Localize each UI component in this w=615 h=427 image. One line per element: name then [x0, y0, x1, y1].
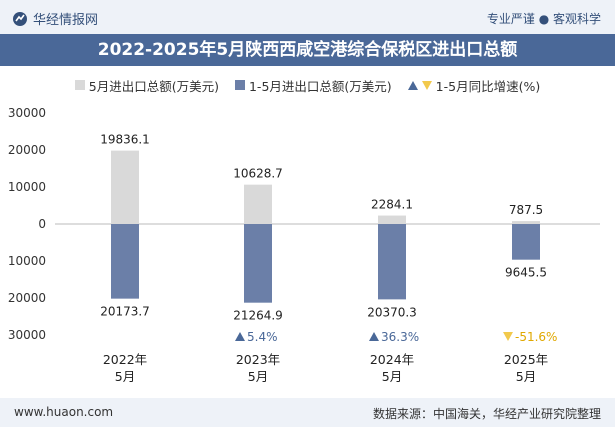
y-tick-label: 20000 — [8, 143, 46, 157]
x-tick-label: 2023年 — [236, 352, 280, 367]
bar-month — [111, 150, 139, 224]
growth-label: 5.4% — [247, 330, 278, 344]
data-label-ytd: 9645.5 — [505, 266, 547, 280]
y-tick-label: 20000 — [8, 291, 46, 305]
x-tick-label: 2022年 — [103, 352, 147, 367]
legend-label-month: 5月进出口总额(万美元) — [88, 78, 219, 94]
x-tick-label: 5月 — [115, 369, 135, 384]
brand[interactable]: 华经情报网 — [12, 9, 98, 28]
x-tick-label: 2025年 — [504, 352, 548, 367]
bar-chart: 30000 20000 10000 0 10000 20000 30000 19836.1 20… — [8, 106, 600, 384]
bar-month — [378, 215, 406, 224]
bar-month — [244, 184, 272, 224]
chart-title: 2022-2025年5月陕西西咸空港综合保税区进出口总额 — [0, 34, 615, 66]
growth-label: -51.6% — [515, 330, 557, 344]
legend-label-ytd: 1-5月进出口总额(万美元) — [248, 78, 392, 94]
growth-down-icon — [503, 332, 513, 341]
growth-label: 36.3% — [381, 330, 419, 344]
bar-ytd — [111, 224, 139, 299]
growth-up-icon — [369, 332, 379, 341]
legend-swatch-ytd — [234, 80, 245, 90]
legend-item-ytd[interactable]: 1-5月进出口总额(万美元) — [234, 76, 392, 95]
bar-ytd — [244, 224, 272, 303]
footer-source: 数据来源：中国海关，华经产业研究院整理 — [372, 407, 601, 421]
data-label-ytd: 21264.9 — [233, 309, 283, 323]
data-label-month: 2284.1 — [371, 198, 413, 212]
data-label-month: 787.5 — [509, 203, 543, 217]
legend-item-month[interactable]: 5月进出口总额(万美元) — [74, 76, 219, 95]
data-label-ytd: 20370.3 — [367, 305, 417, 319]
brand-name: 华经情报网 — [33, 13, 99, 28]
bar-ytd — [512, 224, 540, 260]
growth-down-icon — [421, 80, 432, 90]
y-tick-label: 30000 — [8, 106, 46, 120]
data-label-ytd: 20173.7 — [100, 305, 150, 319]
y-tick-label: 10000 — [8, 180, 46, 194]
data-label-month: 19836.1 — [100, 133, 150, 147]
top-bar: 华经情报网 专业严谨 ● 客观科学 — [0, 0, 615, 34]
x-tick-label: 5月 — [382, 369, 402, 384]
legend-label-growth: 1-5月同比增速(%) — [435, 78, 541, 94]
y-tick-label: 0 — [38, 217, 46, 231]
chart-legend: 5月进出口总额(万美元) 1-5月进出口总额(万美元) 1-5月同比增速(%) — [0, 74, 615, 96]
bar-month — [512, 221, 540, 224]
bar-ytd — [378, 224, 406, 300]
x-tick-label: 5月 — [248, 369, 268, 384]
brand-logo-icon — [13, 11, 27, 26]
x-tick-label: 5月 — [516, 369, 536, 384]
y-tick-label: 10000 — [8, 254, 46, 268]
y-tick-label: 30000 — [8, 328, 46, 342]
x-tick-label: 2024年 — [370, 352, 414, 367]
footer-bar: www.huaon.com 数据来源：中国海关，华经产业研究院整理 — [0, 398, 615, 427]
tagline: 专业严谨 ● 客观科学 — [486, 12, 601, 26]
legend-item-growth[interactable]: 1-5月同比增速(%) — [407, 76, 541, 95]
growth-up-icon — [407, 80, 418, 90]
data-label-month: 10628.7 — [233, 167, 283, 181]
footer-website-link[interactable]: www.huaon.com — [14, 405, 114, 419]
legend-swatch-month — [74, 80, 85, 90]
growth-up-icon — [235, 332, 245, 341]
